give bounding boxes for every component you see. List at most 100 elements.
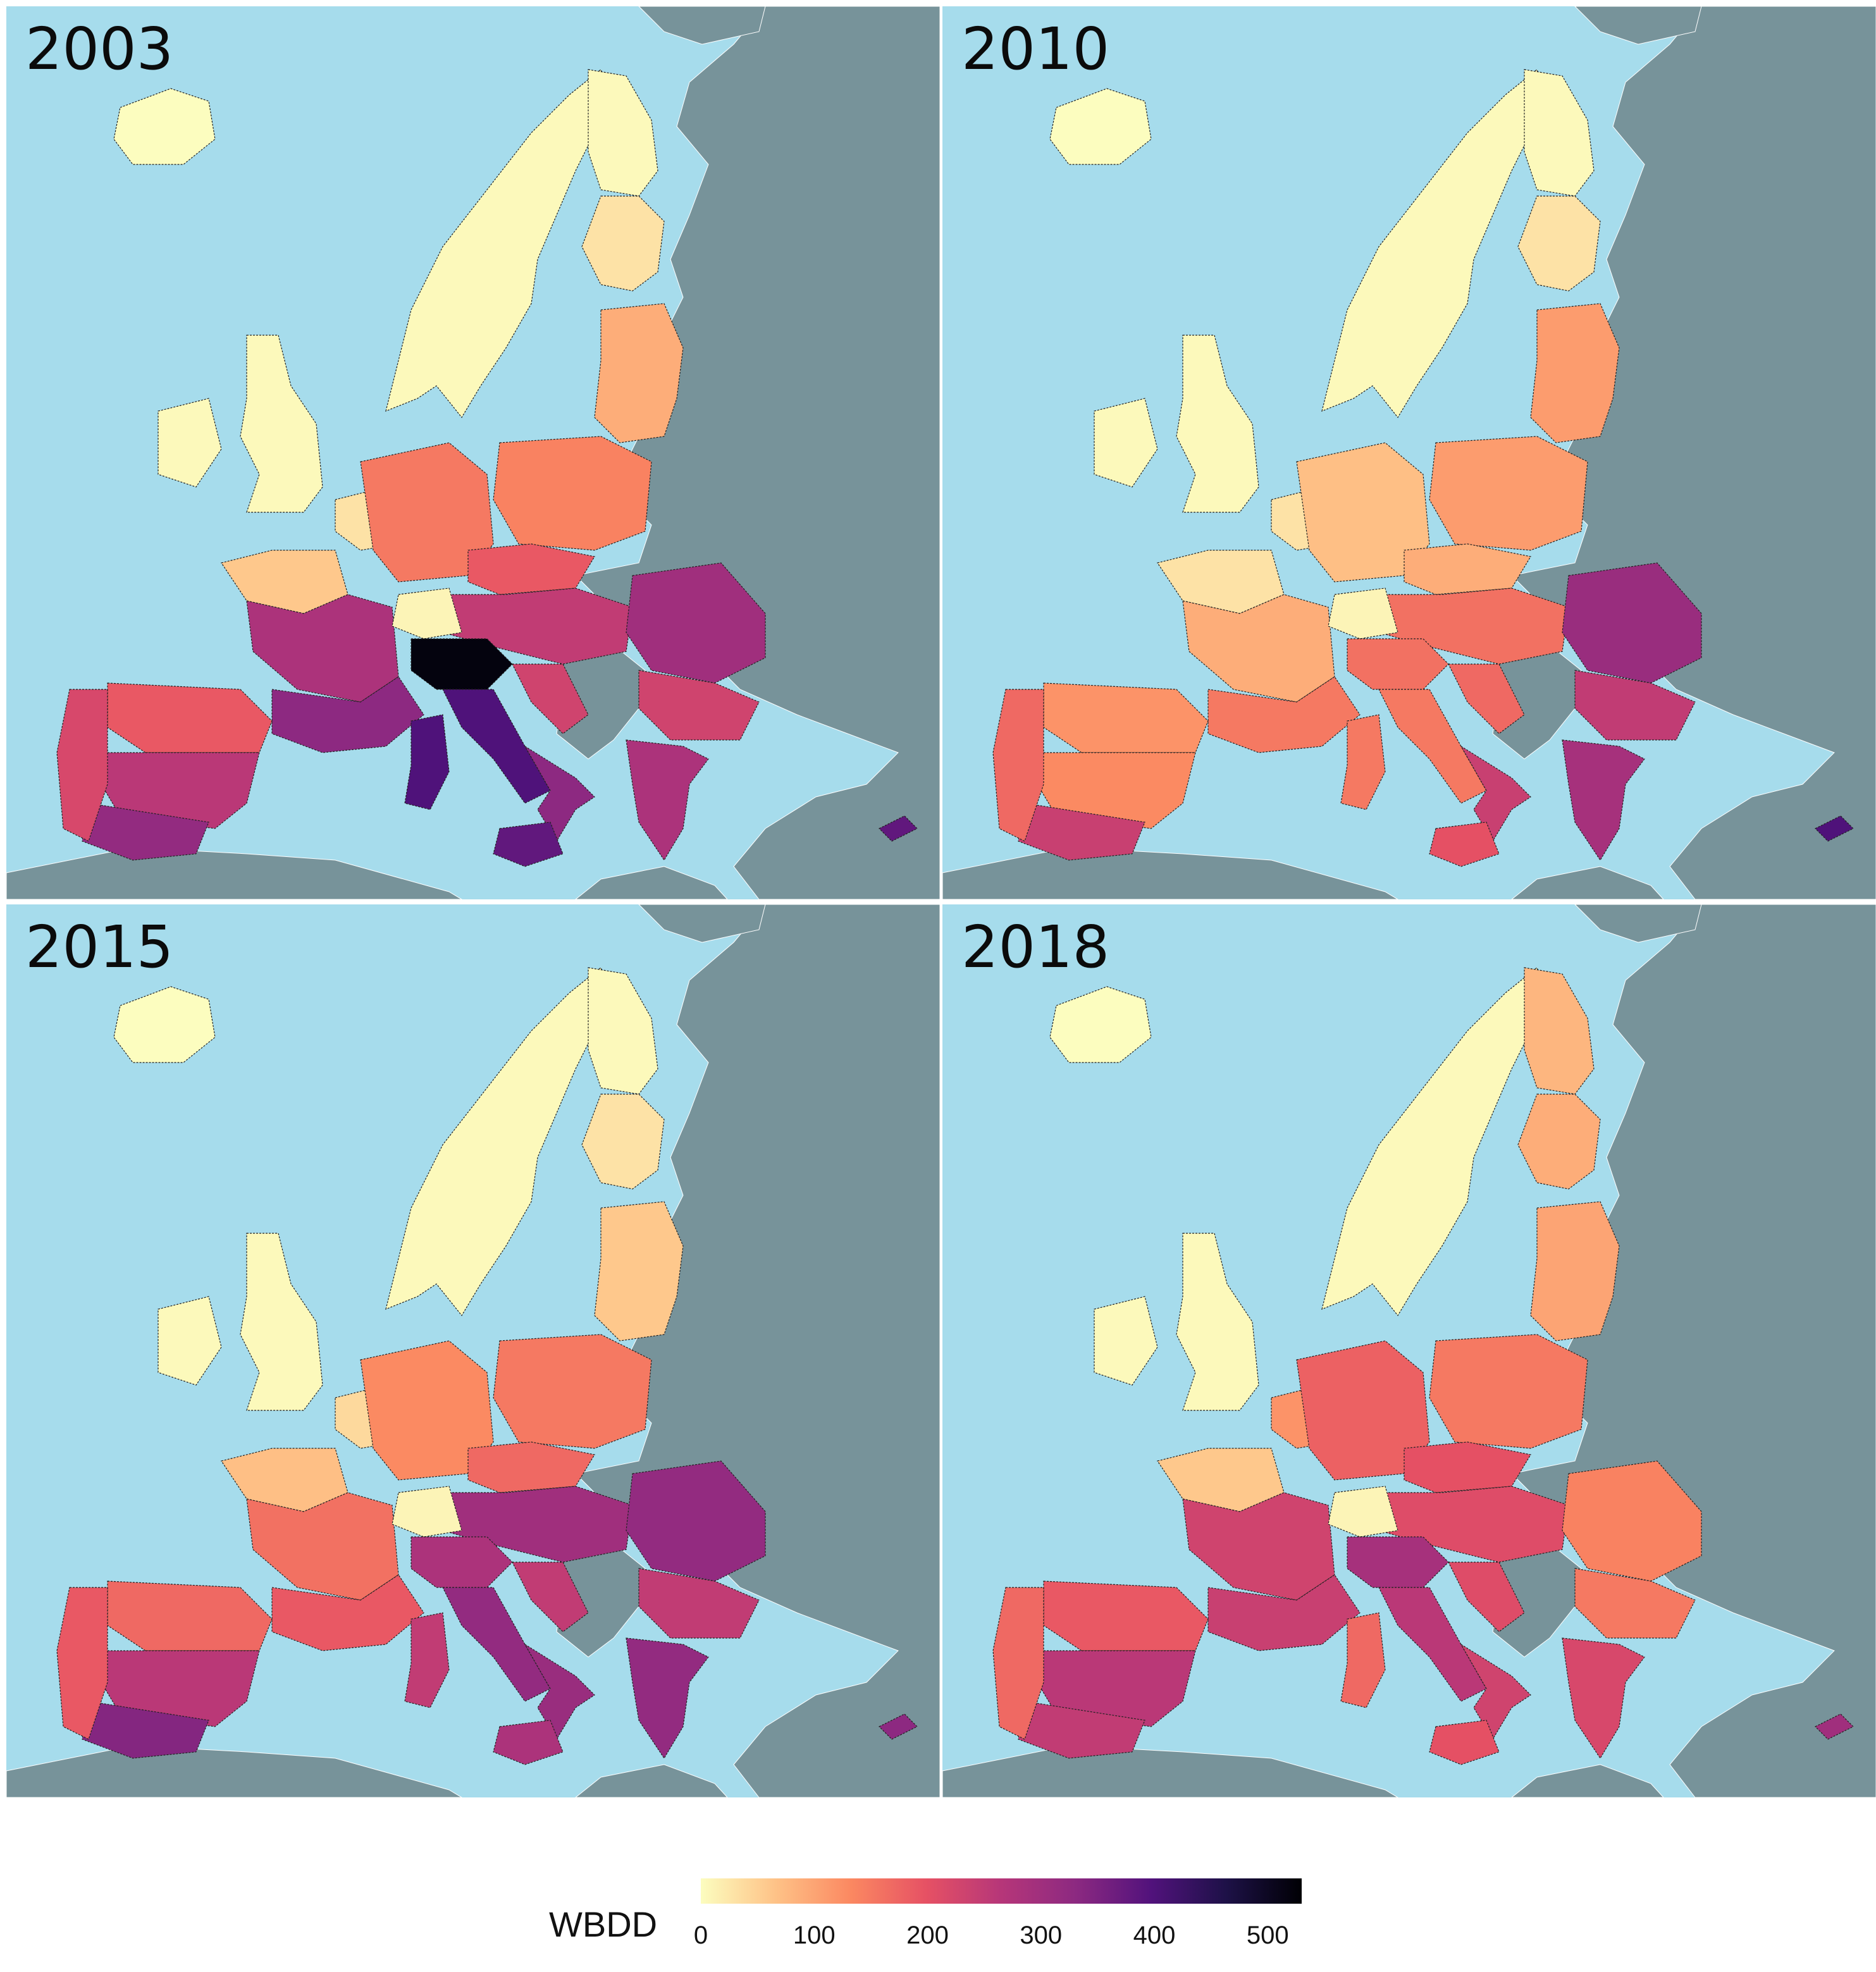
region-po-valley bbox=[1347, 1536, 1449, 1588]
region-bulgaria bbox=[638, 670, 760, 741]
region-cyprus bbox=[1814, 815, 1854, 842]
non-eu-land bbox=[1511, 866, 1664, 899]
region-italy-center bbox=[1378, 1587, 1487, 1702]
region-scandinavia bbox=[1321, 69, 1550, 419]
region-croatia bbox=[512, 663, 589, 734]
region-poland bbox=[1429, 436, 1588, 551]
region-sicily bbox=[1429, 1720, 1500, 1765]
choropleth-map bbox=[942, 6, 1876, 899]
region-italy-south bbox=[524, 1644, 595, 1741]
region-iceland bbox=[1049, 986, 1152, 1063]
non-eu-land bbox=[575, 866, 728, 899]
region-sardinia bbox=[1340, 714, 1386, 810]
color-legend: WBDD 0 100 200 300 400 500 bbox=[544, 1872, 1303, 1967]
region-croatia bbox=[1448, 663, 1525, 734]
non-eu-land bbox=[575, 1764, 728, 1797]
region-finland-south bbox=[1517, 1094, 1601, 1190]
non-eu-land bbox=[942, 1745, 1398, 1797]
region-british-isles bbox=[157, 335, 323, 513]
region-alps bbox=[1328, 1486, 1398, 1538]
region-cyprus bbox=[878, 1713, 918, 1740]
region-portugal bbox=[56, 1587, 108, 1740]
choropleth-map bbox=[6, 6, 940, 899]
region-croatia bbox=[512, 1562, 589, 1632]
region-italy-center bbox=[442, 1587, 551, 1702]
region-italy-south bbox=[1460, 1644, 1531, 1741]
legend-tick-label: 400 bbox=[1133, 1921, 1176, 1949]
region-sardinia bbox=[404, 714, 450, 810]
region-greece bbox=[626, 739, 709, 861]
panel-year-label: 2015 bbox=[25, 913, 174, 981]
region-greece bbox=[1562, 739, 1645, 861]
non-eu-land bbox=[638, 904, 766, 943]
region-italy-south bbox=[1460, 746, 1531, 842]
region-france-south bbox=[1207, 676, 1361, 753]
region-alps bbox=[392, 1486, 462, 1538]
legend-tick-label: 0 bbox=[693, 1921, 708, 1949]
non-eu-land bbox=[6, 1745, 462, 1797]
legend-tick-label: 500 bbox=[1246, 1921, 1289, 1949]
region-scandinavia bbox=[385, 967, 614, 1317]
panel-year-label: 2003 bbox=[25, 15, 174, 83]
panel-year-label: 2010 bbox=[961, 15, 1110, 83]
region-france-south bbox=[1207, 1574, 1361, 1651]
region-cyprus bbox=[878, 815, 918, 842]
region-bulgaria bbox=[638, 1568, 760, 1639]
non-eu-land bbox=[1574, 6, 1702, 45]
region-romania bbox=[1562, 562, 1702, 684]
region-germany bbox=[360, 1340, 494, 1481]
region-italy-center bbox=[1378, 689, 1487, 804]
region-greece bbox=[626, 1637, 709, 1759]
region-portugal bbox=[992, 1587, 1044, 1740]
region-portugal bbox=[56, 689, 108, 842]
region-finland-north bbox=[588, 967, 658, 1095]
region-baltics bbox=[594, 303, 684, 443]
region-finland-south bbox=[581, 195, 665, 292]
region-italy-center bbox=[442, 689, 551, 804]
region-baltics bbox=[1530, 303, 1620, 443]
map-panel-2018: 2018 bbox=[942, 904, 1876, 1797]
panel-year-label: 2018 bbox=[961, 913, 1110, 981]
region-germany bbox=[360, 442, 494, 582]
region-po-valley bbox=[410, 1536, 513, 1588]
region-bulgaria bbox=[1574, 670, 1696, 741]
choropleth-map bbox=[6, 904, 940, 1797]
region-cyprus bbox=[1814, 1713, 1854, 1740]
region-romania bbox=[626, 1460, 766, 1582]
region-iceland bbox=[113, 88, 216, 165]
legend-tick-label: 200 bbox=[906, 1921, 949, 1949]
region-baltics bbox=[594, 1201, 684, 1341]
region-po-valley bbox=[410, 638, 513, 690]
region-greece bbox=[1562, 1637, 1645, 1759]
region-portugal bbox=[992, 689, 1044, 842]
region-sicily bbox=[1429, 822, 1500, 867]
non-eu-land bbox=[6, 847, 462, 899]
region-scandinavia bbox=[385, 69, 614, 419]
region-france-south bbox=[271, 676, 424, 753]
region-poland bbox=[1429, 1334, 1588, 1449]
region-romania bbox=[626, 562, 766, 684]
region-sardinia bbox=[404, 1612, 450, 1708]
region-sardinia bbox=[1340, 1612, 1386, 1708]
region-british-isles bbox=[157, 1233, 323, 1411]
region-poland bbox=[493, 1334, 652, 1449]
region-iceland bbox=[113, 986, 216, 1063]
region-british-isles bbox=[1094, 335, 1259, 513]
region-finland-south bbox=[1517, 195, 1601, 292]
region-italy-south bbox=[524, 746, 595, 842]
region-poland bbox=[493, 436, 652, 551]
region-iceland bbox=[1049, 88, 1152, 165]
region-germany bbox=[1296, 1340, 1430, 1481]
non-eu-land bbox=[638, 6, 766, 45]
region-finland-north bbox=[1524, 967, 1595, 1095]
choropleth-map bbox=[942, 904, 1876, 1797]
region-british-isles bbox=[1094, 1233, 1259, 1411]
map-panel-2003: 2003 bbox=[6, 6, 940, 899]
legend-tick-label: 300 bbox=[1020, 1921, 1063, 1949]
region-finland-north bbox=[588, 69, 658, 197]
non-eu-land bbox=[942, 847, 1398, 899]
region-germany bbox=[1296, 442, 1430, 582]
map-panel-2015: 2015 bbox=[6, 904, 940, 1797]
non-eu-land bbox=[1511, 1764, 1664, 1797]
region-sicily bbox=[493, 822, 564, 867]
